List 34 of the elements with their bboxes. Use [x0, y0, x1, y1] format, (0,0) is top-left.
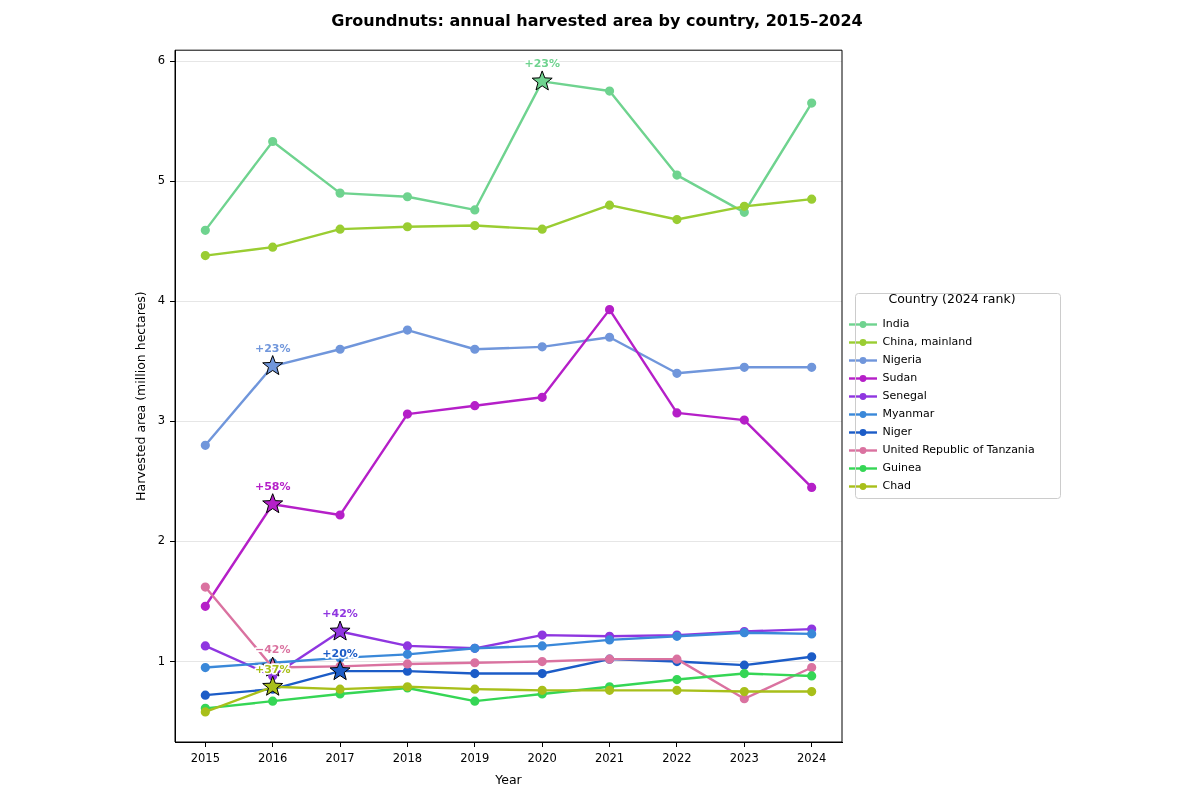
annotation: +23% — [524, 57, 560, 71]
annotation: +58% — [254, 480, 291, 494]
chart-title: Groundnuts: annual harvested area by country, 2015–2024 — [331, 10, 863, 30]
y-tick-label: 3 — [157, 413, 165, 428]
x-axis-title: Year — [494, 771, 523, 787]
legend-label: Myanmar — [882, 407, 935, 421]
legend-label: China, mainland — [882, 335, 973, 349]
legend-label: United Republic of Tanzania — [882, 443, 1035, 457]
y-tick-label: 5 — [157, 173, 165, 188]
legend-label: India — [882, 317, 910, 331]
x-tick-label: 2021 — [594, 750, 625, 765]
x-tick-label: 2016 — [258, 750, 288, 765]
legend-label: Chad — [882, 479, 911, 493]
annotation: +23% — [254, 341, 291, 355]
y-axis-title: Harvested area (million hectares) — [132, 291, 148, 501]
legend-label: Senegal — [882, 389, 927, 403]
legend-title: Country (2024 rank) — [888, 290, 1016, 306]
y-tick-label: 2 — [157, 533, 165, 548]
annotation: +42% — [322, 607, 358, 621]
x-tick-label: 2024 — [797, 750, 827, 765]
legend-label: Sudan — [882, 371, 918, 385]
x-tick-label: 2022 — [662, 750, 692, 765]
legend-label: Guinea — [882, 461, 922, 475]
legend-label: Niger — [882, 425, 913, 439]
x-tick-label: 2018 — [392, 750, 423, 765]
x-tick-label: 2017 — [325, 750, 355, 765]
y-tick-label: 1 — [157, 653, 165, 668]
y-tick-label: 4 — [157, 293, 165, 308]
x-tick-label: 2015 — [190, 750, 220, 765]
y-tick-label: 6 — [157, 52, 165, 67]
legend-label: Nigeria — [882, 353, 922, 367]
x-tick-label: 2019 — [460, 750, 490, 765]
x-tick-label: 2020 — [527, 750, 557, 765]
x-tick-label: 2023 — [729, 750, 759, 765]
